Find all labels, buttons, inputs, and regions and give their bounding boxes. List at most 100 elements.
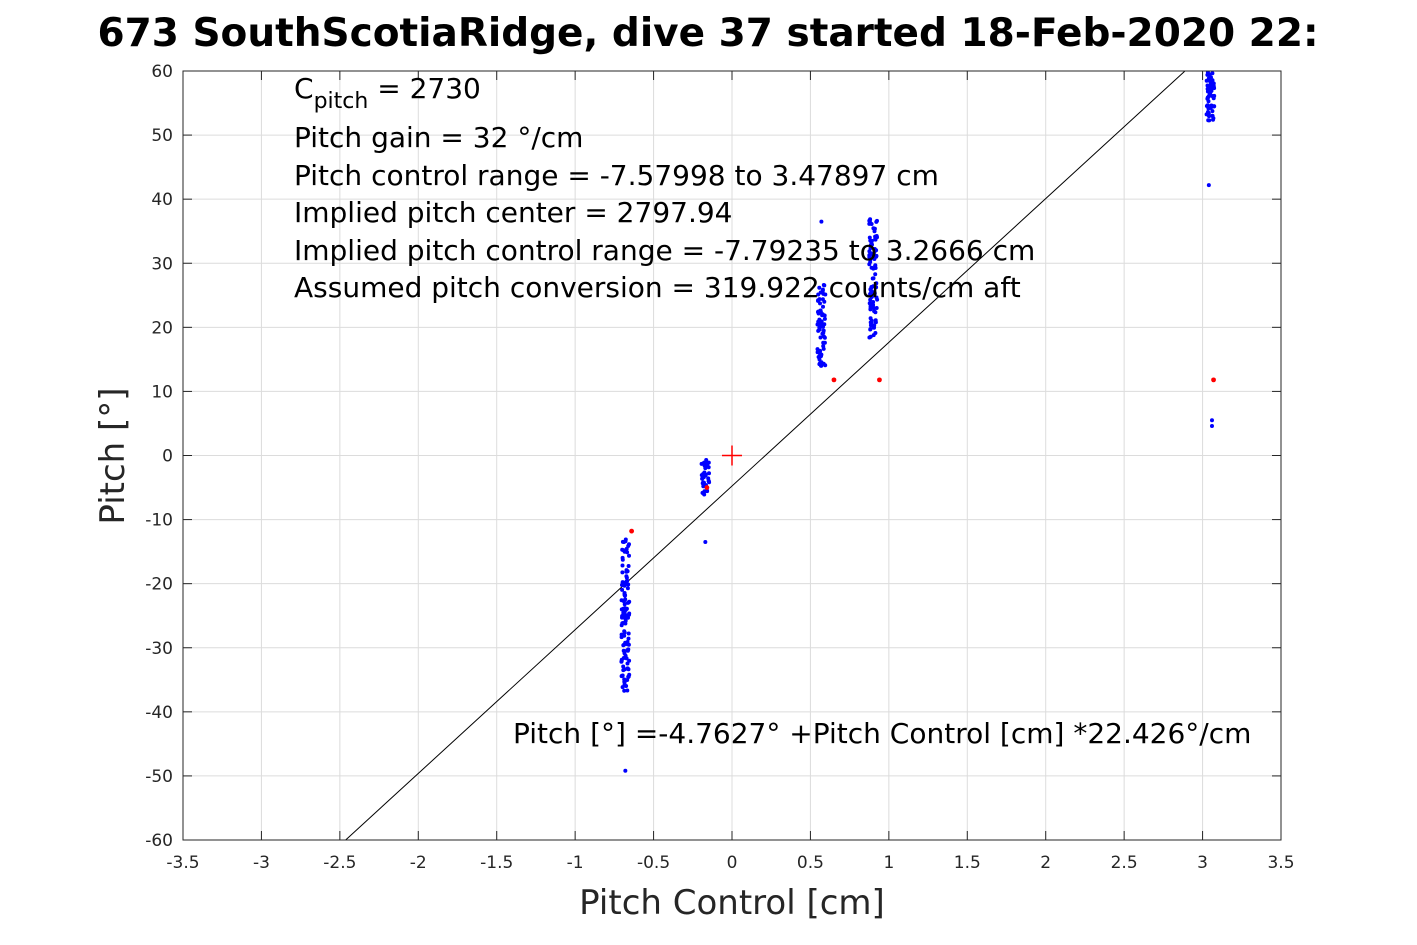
data-point	[626, 564, 631, 568]
y-tick-label: -30	[145, 639, 173, 659]
data-point	[623, 768, 628, 773]
data-point	[874, 254, 879, 259]
data-point	[627, 553, 631, 558]
data-point	[619, 598, 624, 603]
data-point	[870, 290, 875, 294]
data-point	[867, 262, 872, 267]
data-point	[1209, 424, 1214, 429]
data-point	[874, 281, 879, 286]
data-point	[874, 234, 879, 238]
data-point	[1206, 118, 1211, 123]
data-point	[815, 350, 820, 355]
data-point	[873, 272, 878, 277]
data-point	[868, 257, 873, 262]
data-point	[873, 331, 878, 335]
data-point	[1212, 93, 1217, 98]
data-point	[871, 293, 876, 298]
data-point	[619, 659, 624, 664]
data-point	[624, 574, 629, 579]
data-point	[627, 611, 632, 616]
x-tick-label: 1.5	[954, 853, 981, 873]
data-point	[868, 238, 873, 243]
fit-equation-annotation: Pitch [°] =-4.7627° +Pitch Control [cm] …	[513, 717, 1251, 750]
y-tick-label: 10	[151, 382, 173, 402]
data-point	[1206, 106, 1211, 111]
data-point	[623, 548, 628, 553]
y-tick-label: -60	[145, 831, 173, 851]
data-point	[1205, 95, 1210, 100]
y-axis-label: Pitch [°]	[93, 387, 133, 524]
data-point	[702, 492, 707, 497]
data-point	[1204, 78, 1209, 83]
center-marker	[722, 445, 742, 466]
data-point	[621, 648, 626, 653]
data-point	[625, 678, 630, 682]
data-point	[821, 328, 826, 333]
pitch-conversion-annotation: Assumed pitch conversion = 319.922 count…	[294, 271, 1021, 304]
data-point	[1208, 90, 1213, 95]
outlier-point	[877, 377, 882, 383]
data-point	[818, 335, 823, 340]
y-tick-label: -50	[145, 767, 173, 787]
data-point	[621, 608, 626, 613]
data-point	[1211, 116, 1216, 121]
data-point	[704, 463, 709, 468]
data-point	[1210, 71, 1215, 76]
data-point	[823, 363, 828, 368]
x-tick-label: 3.5	[1267, 853, 1294, 873]
x-tick-label: -1.5	[480, 853, 513, 873]
y-tick-label: 0	[162, 447, 173, 467]
data-point	[624, 656, 629, 661]
data-point	[1209, 418, 1214, 423]
y-tick-label: 20	[151, 318, 173, 338]
plot-frame	[182, 70, 1282, 841]
data-point	[868, 327, 873, 332]
data-point	[620, 587, 625, 592]
data-point	[868, 297, 873, 302]
data-point	[622, 602, 627, 607]
data-point	[619, 623, 624, 628]
data-point	[626, 631, 631, 636]
x-tick-label: 1	[883, 853, 894, 873]
data-point	[620, 580, 625, 585]
y-tick-label: -40	[145, 703, 173, 723]
data-point	[702, 480, 706, 485]
fit-line	[344, 71, 1186, 840]
data-point	[868, 323, 873, 328]
pitch-gain-annotation: Pitch gain = 32 °/cm	[294, 121, 583, 154]
data-point	[620, 570, 625, 575]
data-point	[821, 340, 826, 345]
x-tick-label: 2.5	[1111, 853, 1138, 873]
data-point	[1207, 114, 1211, 119]
data-point	[1206, 183, 1211, 188]
y-tick-label: 60	[151, 62, 173, 82]
x-tick-label: 3	[1197, 853, 1208, 873]
data-point	[625, 648, 630, 653]
data-point	[871, 276, 876, 281]
data-point	[820, 331, 825, 336]
data-point	[870, 242, 874, 247]
data-point	[620, 673, 625, 678]
data-point	[701, 475, 706, 480]
c-pitch-value: = 2730	[368, 72, 481, 105]
data-point	[868, 316, 873, 321]
data-point	[623, 613, 628, 618]
data-point	[626, 667, 631, 672]
data-point	[706, 476, 711, 481]
x-axis-label: Pitch Control [cm]	[579, 883, 885, 923]
pitch-control-range-annotation: Pitch control range = -7.57998 to 3.4789…	[294, 159, 939, 192]
data-point	[867, 335, 872, 340]
data-point	[872, 323, 877, 328]
data-point	[868, 246, 873, 251]
x-tick-label: -1	[567, 853, 584, 873]
data-point	[620, 557, 625, 562]
outlier-points	[629, 377, 1216, 534]
data-point	[707, 480, 712, 485]
outlier-point	[629, 528, 635, 534]
data-point	[871, 266, 876, 271]
data-point	[626, 636, 631, 641]
data-point	[626, 582, 631, 587]
data-point	[1212, 104, 1217, 109]
data-point	[873, 318, 878, 323]
data-point	[816, 328, 821, 333]
